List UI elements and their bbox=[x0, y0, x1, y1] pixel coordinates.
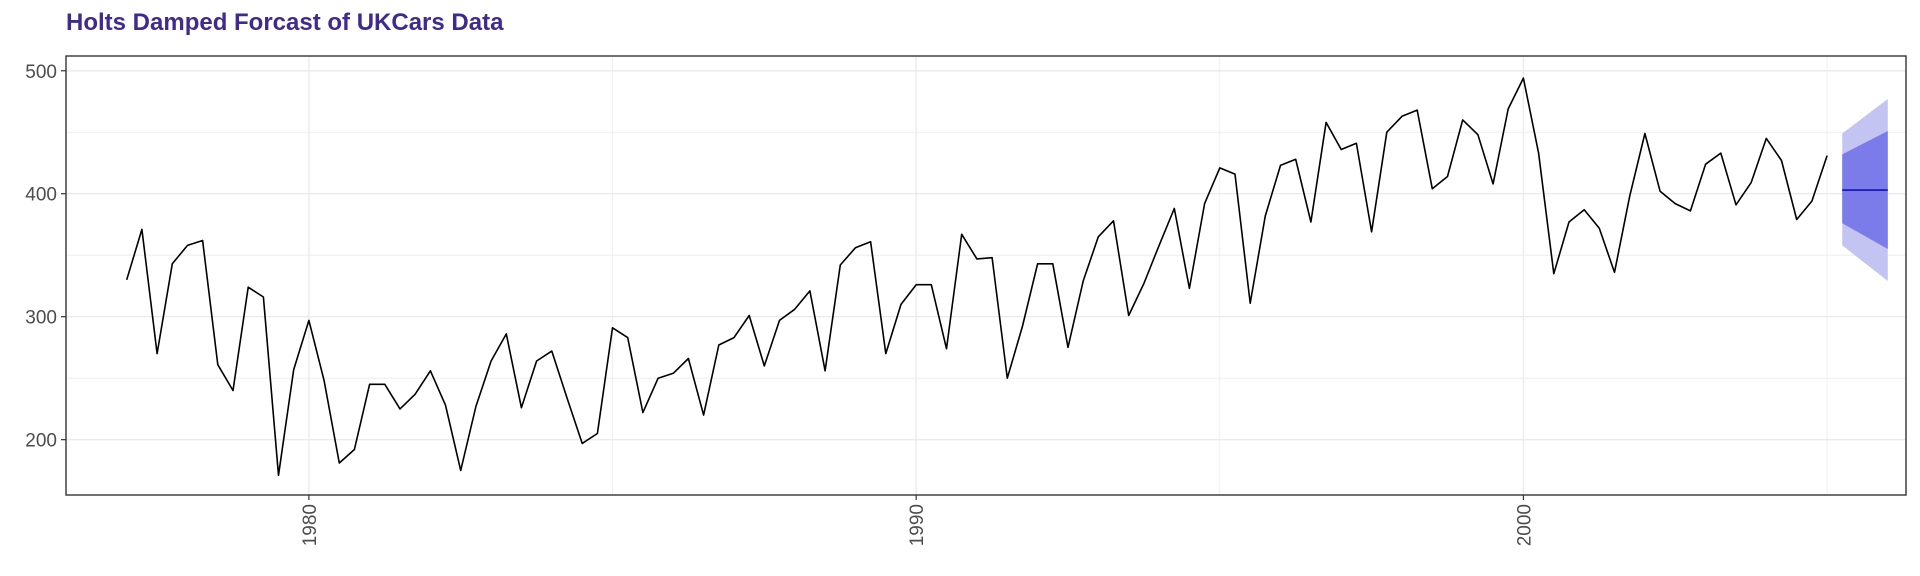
y-tick-label: 200 bbox=[25, 431, 57, 452]
panel-border bbox=[65, 55, 1907, 496]
x-tick-label: 2000 bbox=[1514, 504, 1535, 546]
y-tick-label: 500 bbox=[25, 62, 57, 83]
x-tick-label: 1980 bbox=[300, 504, 321, 546]
series-line-ukcars bbox=[125, 77, 1828, 477]
y-tick-label: 400 bbox=[25, 185, 57, 206]
x-tick-label: 1990 bbox=[907, 504, 928, 546]
chart-title: Holts Damped Forcast of UKCars Data bbox=[66, 9, 504, 36]
y-tick-label: 300 bbox=[25, 308, 57, 329]
